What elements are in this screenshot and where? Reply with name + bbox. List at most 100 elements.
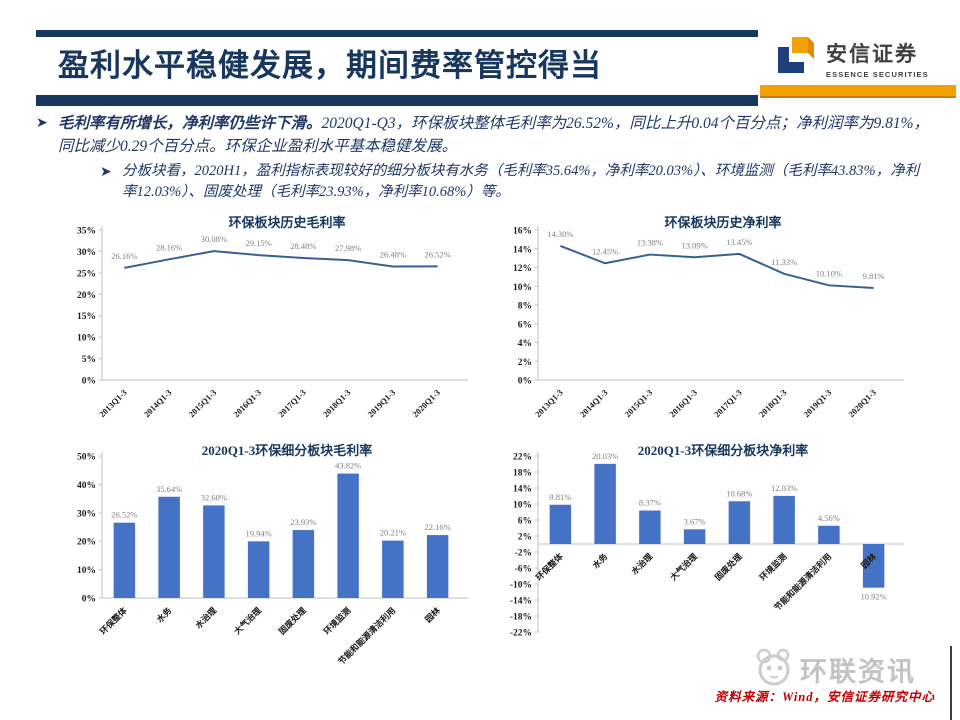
body-text-block: ➤ 毛利率有所增长，净利率仍些许下滑。2020Q1-Q3，环保板块整体毛利率为2… [36, 112, 932, 204]
svg-text:10.68%: 10.68% [726, 488, 752, 498]
svg-text:43.82%: 43.82% [335, 461, 361, 471]
svg-text:2015Q1-3: 2015Q1-3 [187, 387, 219, 419]
svg-text:20.03%: 20.03% [592, 451, 618, 461]
brand-logo: 安信证券 ESSENCE SECURITIES [776, 30, 956, 86]
svg-text:30%: 30% [77, 248, 96, 258]
svg-text:27.98%: 27.98% [335, 243, 361, 253]
svg-text:50%: 50% [77, 453, 96, 463]
svg-text:18%: 18% [513, 469, 532, 479]
svg-text:10.92%: 10.92% [861, 592, 887, 602]
svg-text:13.09%: 13.09% [682, 240, 708, 250]
watermark: 环联资讯 [752, 648, 916, 690]
svg-text:28.48%: 28.48% [290, 241, 316, 251]
bullet-1-text: 毛利率有所增长，净利率仍些许下滑。2020Q1-Q3，环保板块整体毛利率为26.… [58, 112, 932, 159]
svg-text:26.52%: 26.52% [425, 249, 451, 259]
svg-text:14%: 14% [513, 245, 532, 255]
svg-text:11.33%: 11.33% [771, 257, 797, 267]
logo-name-en: ESSENCE SECURITIES [826, 69, 929, 79]
charts-grid: 环保板块历史毛利率 35% 30% 25% 20% 15% 10% 5% 0% 26.16% 28… [52, 210, 924, 672]
svg-text:6%: 6% [518, 320, 532, 330]
bullet-1: ➤ 毛利率有所增长，净利率仍些许下滑。2020Q1-Q3，环保板块整体毛利率为2… [36, 112, 932, 159]
svg-text:10%: 10% [77, 334, 96, 344]
svg-text:23.93%: 23.93% [290, 517, 316, 527]
svg-text:水务: 水务 [154, 605, 174, 625]
svg-text:4%: 4% [518, 339, 532, 349]
svg-text:园林: 园林 [423, 605, 442, 624]
svg-text:20.21%: 20.21% [380, 528, 406, 538]
svg-text:22%: 22% [513, 453, 532, 463]
svg-text:29.15%: 29.15% [246, 238, 272, 248]
svg-text:20%: 20% [77, 538, 96, 548]
svg-text:2015Q1-3: 2015Q1-3 [623, 387, 655, 419]
svg-text:-14%: -14% [510, 597, 532, 607]
chart-net-margin-history: 环保板块历史净利率 16% 14% 12% 10% 8% 6% 4% 2% 0% 14.30% 12… [488, 210, 918, 438]
essence-securities-logo-icon [776, 35, 818, 81]
svg-text:水务: 水务 [590, 551, 610, 571]
svg-text:环保整体: 环保整体 [98, 605, 129, 636]
bullet-1-rest: 2020Q1-Q3，环保板块整体毛利率为26.52%，同比上升0.04个百分点；… [58, 115, 930, 156]
svg-text:2016Q1-3: 2016Q1-3 [667, 387, 699, 419]
watermark-text: 环联资讯 [800, 656, 916, 687]
bullet-2-text: 分板块看，2020H1，盈利指标表现较好的细分板块有水务（毛利率35.64%，净… [122, 162, 920, 201]
chart-title: 环保板块历史净利率 [664, 215, 782, 230]
chart-title: 2020Q1-3环保细分板块毛利率 [201, 443, 373, 458]
svg-text:2018Q1-3: 2018Q1-3 [321, 387, 353, 419]
page-title: 盈利水平稳健发展，期间费率管控得当 [58, 48, 602, 83]
svg-text:35%: 35% [77, 227, 96, 237]
svg-text:13.38%: 13.38% [637, 238, 663, 248]
svg-text:30.08%: 30.08% [201, 234, 227, 244]
svg-text:2019Q1-3: 2019Q1-3 [802, 387, 834, 419]
svg-text:水治理: 水治理 [192, 605, 218, 631]
svg-text:2014Q1-3: 2014Q1-3 [142, 387, 174, 419]
svg-text:14%: 14% [513, 485, 532, 495]
svg-text:10.10%: 10.10% [816, 268, 842, 278]
svg-text:-6%: -6% [515, 565, 532, 575]
chart-segment-net-margin: 2020Q1-3环保细分板块净利率 22% 18% 14% 10% 6% 2% -2% -6%… [488, 438, 918, 666]
logo-name-zh: 安信证券 [826, 41, 918, 66]
svg-text:2%: 2% [518, 358, 532, 368]
svg-text:16%: 16% [513, 227, 532, 237]
svg-text:-10%: -10% [510, 581, 532, 591]
svg-text:2017Q1-3: 2017Q1-3 [712, 387, 744, 419]
svg-text:12.45%: 12.45% [592, 246, 618, 256]
svg-text:大气治理: 大气治理 [232, 605, 263, 636]
chart-title: 环保板块历史毛利率 [228, 215, 346, 230]
svg-text:35.64%: 35.64% [156, 484, 182, 494]
svg-text:40%: 40% [77, 481, 96, 491]
svg-text:12.03%: 12.03% [771, 483, 797, 493]
svg-text:26.48%: 26.48% [380, 250, 406, 260]
svg-text:3.67%: 3.67% [684, 516, 706, 526]
bullet-arrow-icon: ➤ [36, 114, 48, 130]
svg-text:-2%: -2% [515, 549, 532, 559]
svg-text:固废处理: 固废处理 [713, 551, 744, 582]
svg-text:2017Q1-3: 2017Q1-3 [276, 387, 308, 419]
right-edge-rule [950, 646, 952, 720]
header-underline-rule [36, 95, 758, 106]
svg-text:2013Q1-3: 2013Q1-3 [533, 387, 565, 419]
bullet-1-lead: 毛利率有所增长，净利率仍些许下滑。 [58, 115, 322, 132]
svg-text:2020Q1-3: 2020Q1-3 [410, 387, 442, 419]
svg-text:环境监测: 环境监测 [321, 605, 352, 636]
svg-text:环境监测: 环境监测 [757, 551, 788, 582]
svg-text:水治理: 水治理 [628, 551, 654, 577]
svg-text:2013Q1-3: 2013Q1-3 [97, 387, 129, 419]
chart-segment-gross-margin: 2020Q1-3环保细分板块毛利率 50% 40% 30% 20% 10% 0% 26.52… [52, 438, 482, 667]
bar-chart-segment-net-margin: 22% 18% 14% 10% 6% 2% -2% -6% -10% -14% -18% -22% 9.… [510, 451, 904, 639]
svg-text:固废处理: 固废处理 [277, 605, 308, 636]
svg-text:32.60%: 32.60% [201, 492, 227, 502]
line-chart-gross-margin: 35% 30% 25% 20% 15% 10% 5% 0% 26.16% 28.16% 30.08%… [77, 226, 468, 419]
svg-text:10%: 10% [513, 283, 532, 293]
svg-text:2018Q1-3: 2018Q1-3 [757, 387, 789, 419]
svg-text:10%: 10% [513, 501, 532, 511]
svg-text:9.81%: 9.81% [863, 271, 885, 281]
svg-text:13.45%: 13.45% [726, 237, 752, 247]
svg-text:26.52%: 26.52% [111, 510, 137, 520]
header-top-rule [36, 30, 758, 37]
svg-text:2020Q1-3: 2020Q1-3 [846, 387, 878, 419]
svg-text:0%: 0% [82, 595, 96, 605]
panda-logo-icon [756, 648, 790, 686]
bar-chart-segment-gross-margin: 50% 40% 30% 20% 10% 0% 26.52% 35.64% 32.60% 19.94… [77, 452, 468, 667]
svg-text:2019Q1-3: 2019Q1-3 [366, 387, 398, 419]
svg-text:5%: 5% [82, 355, 96, 365]
svg-text:10%: 10% [77, 566, 96, 576]
